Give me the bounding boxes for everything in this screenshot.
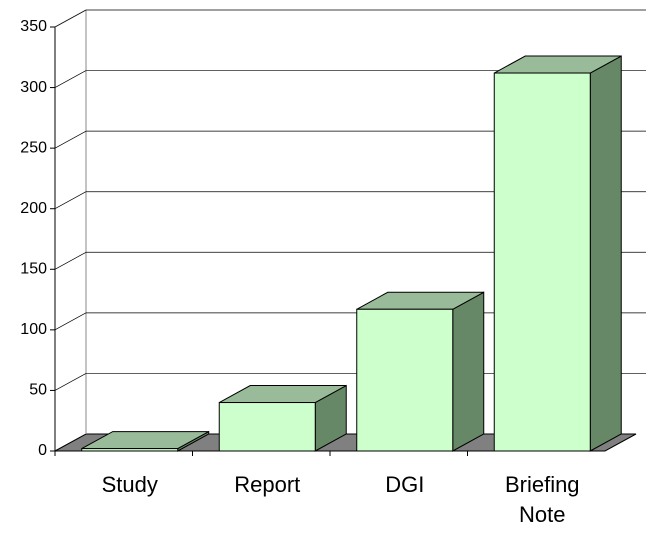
y-tick-label: 150 (20, 261, 47, 278)
y-tick-label: 100 (20, 321, 47, 338)
grid-line (54, 373, 87, 391)
grid-line (54, 70, 87, 88)
bar (356, 308, 454, 452)
grid-line (54, 251, 87, 270)
grid-line (54, 130, 87, 149)
grid-line (54, 312, 87, 331)
x-tick-label: Study (101, 472, 158, 497)
bar-side (589, 55, 622, 452)
bar-side (452, 291, 485, 452)
x-tick-label: DGI (385, 472, 425, 497)
y-tick-label: 0 (38, 442, 47, 459)
bar (493, 72, 591, 452)
y-tick-label: 250 (20, 139, 47, 156)
grid-line (54, 191, 87, 210)
x-tick-label: Report (234, 472, 301, 497)
y-tick-label: 300 (20, 79, 47, 96)
x-tick-label: Briefing Note (504, 472, 580, 527)
bar (218, 402, 316, 452)
y-tick-label: 50 (29, 382, 47, 399)
y-tick-label: 350 (20, 18, 47, 35)
y-tick-label: 200 (20, 200, 47, 217)
bar (81, 448, 179, 452)
grid-line (54, 9, 87, 28)
